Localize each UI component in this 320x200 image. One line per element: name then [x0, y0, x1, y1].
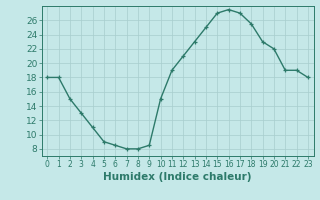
X-axis label: Humidex (Indice chaleur): Humidex (Indice chaleur) [103, 172, 252, 182]
